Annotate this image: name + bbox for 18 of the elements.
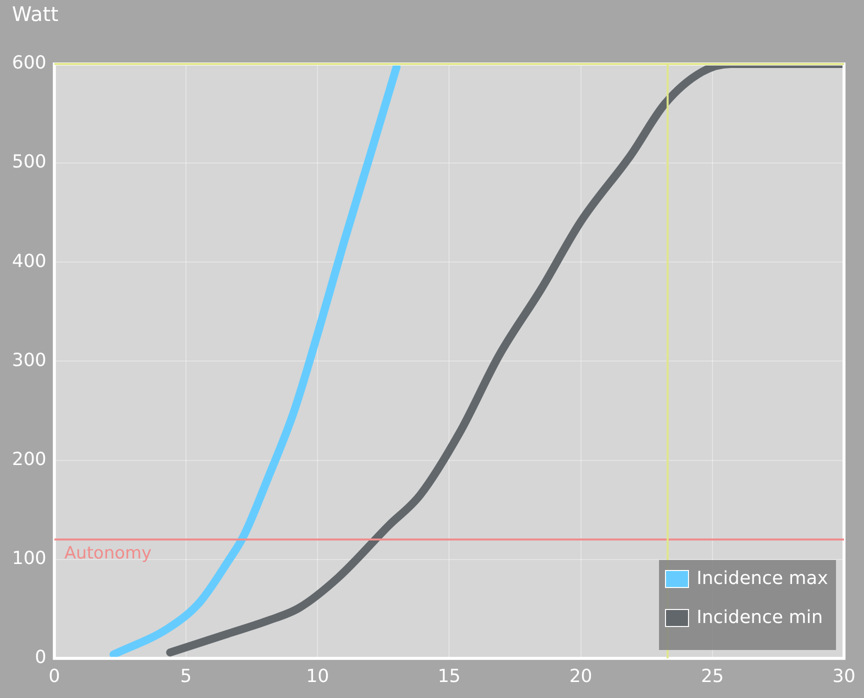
y-tick-label: 400 (12, 250, 46, 272)
x-tick-label: 15 (438, 666, 461, 687)
x-tick-label: 10 (306, 666, 330, 687)
y-tick-label: 100 (12, 548, 46, 570)
legend-label: Incidence min (696, 607, 823, 628)
ref-line-label: Autonomy (64, 543, 152, 564)
x-tick-label: 25 (700, 666, 724, 687)
y-tick-label: 600 (12, 52, 46, 74)
y-tick-label: 0 (34, 647, 46, 668)
y-tick-label: 500 (12, 152, 46, 173)
x-tick-label: 20 (569, 666, 592, 687)
x-tick-label: 5 (180, 666, 192, 687)
legend-label: Incidence max (696, 568, 828, 590)
y-tick-label: 300 (12, 350, 46, 371)
y-axis-title: Watt (12, 2, 58, 26)
x-tick-label: 30 (832, 666, 856, 687)
y-tick-label: 200 (12, 448, 46, 470)
x-tick-label: 0 (48, 666, 60, 687)
